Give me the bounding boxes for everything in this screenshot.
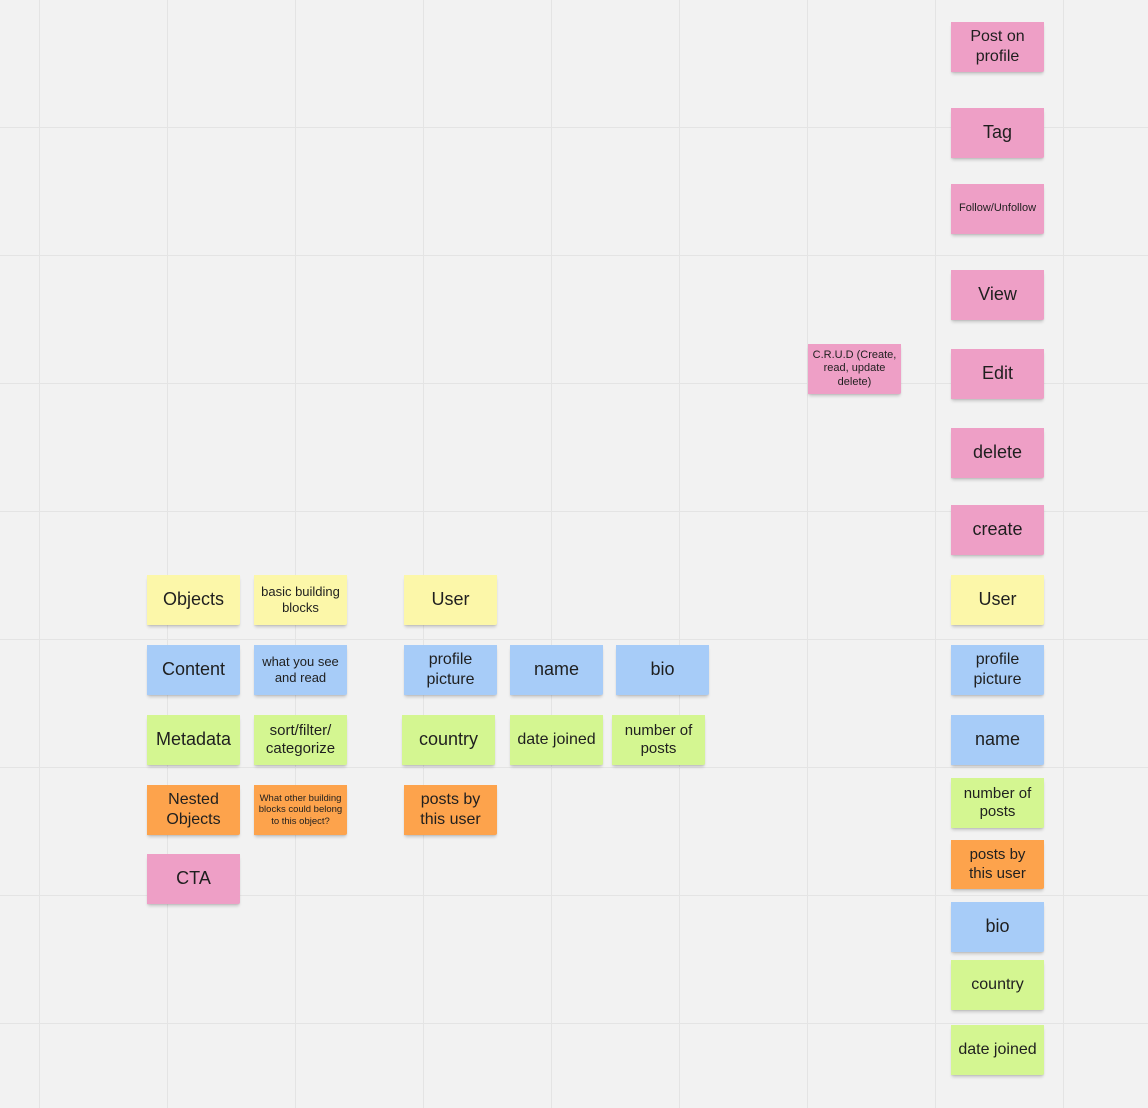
sticky-note-name[interactable]: name bbox=[510, 645, 603, 695]
sticky-note-bio-right[interactable]: bio bbox=[951, 902, 1044, 952]
sticky-note-text: name bbox=[974, 729, 1021, 750]
sticky-note-country[interactable]: country bbox=[402, 715, 495, 765]
sticky-note-text: Nested Objects bbox=[166, 791, 221, 828]
sticky-note-bio[interactable]: bio bbox=[616, 645, 709, 695]
sticky-note-what-you-see[interactable]: what you see and read bbox=[254, 645, 347, 695]
sticky-note-delete[interactable]: delete bbox=[951, 428, 1044, 478]
sticky-note-number-of-posts-right[interactable]: number of posts bbox=[951, 778, 1044, 828]
sticky-note-number-of-posts[interactable]: number of posts bbox=[612, 715, 705, 765]
sticky-note-posts-by-user[interactable]: posts by this user bbox=[404, 785, 497, 835]
sticky-note-text: country bbox=[971, 976, 1024, 994]
sticky-note-text: what you see and read bbox=[262, 654, 339, 685]
sticky-note-sort-filter[interactable]: sort/filter/ categorize bbox=[254, 715, 347, 765]
sticky-note-basic-building-blocks[interactable]: basic building blocks bbox=[254, 575, 347, 625]
sticky-note-what-other-blocks[interactable]: What other building blocks could belong … bbox=[254, 785, 347, 835]
sticky-note-text: number of posts bbox=[963, 784, 1032, 820]
sticky-note-text: basic building blocks bbox=[261, 584, 340, 615]
sticky-note-date-joined-right[interactable]: date joined bbox=[951, 1025, 1044, 1075]
sticky-note-edit[interactable]: Edit bbox=[951, 349, 1044, 399]
sticky-note-text: profile picture bbox=[973, 651, 1022, 688]
sticky-note-objects[interactable]: Objects bbox=[147, 575, 240, 625]
sticky-note-text: posts by this user bbox=[420, 791, 481, 828]
sticky-note-text: Follow/Unfollow bbox=[958, 202, 1037, 215]
sticky-note-create[interactable]: create bbox=[951, 505, 1044, 555]
sticky-note-text: Objects bbox=[162, 589, 225, 610]
sticky-note-text: Post on profile bbox=[970, 28, 1025, 65]
sticky-note-text: Tag bbox=[982, 122, 1013, 143]
sticky-note-post-on-profile[interactable]: Post on profile bbox=[951, 22, 1044, 72]
sticky-note-profile-picture[interactable]: profile picture bbox=[404, 645, 497, 695]
sticky-note-text: bio bbox=[985, 916, 1010, 937]
sticky-note-text: C.R.U.D (Create, read, update delete) bbox=[812, 348, 897, 388]
sticky-note-text: profile picture bbox=[426, 651, 475, 688]
sticky-note-text: View bbox=[978, 284, 1017, 305]
sticky-note-text: number of posts bbox=[624, 721, 693, 757]
sticky-note-text: name bbox=[533, 659, 580, 680]
sticky-note-text: CTA bbox=[176, 868, 211, 889]
sticky-note-text: delete bbox=[972, 442, 1023, 463]
sticky-note-name-right[interactable]: name bbox=[951, 715, 1044, 765]
sticky-note-tag[interactable]: Tag bbox=[951, 108, 1044, 158]
sticky-note-text: sort/filter/ categorize bbox=[265, 721, 336, 757]
sticky-note-text: User bbox=[978, 589, 1017, 610]
sticky-note-view[interactable]: View bbox=[951, 270, 1044, 320]
sticky-note-text: What other building blocks could belong … bbox=[258, 792, 343, 827]
sticky-note-text: Metadata bbox=[155, 729, 232, 750]
sticky-note-country-right[interactable]: country bbox=[951, 960, 1044, 1010]
sticky-note-profile-picture-right[interactable]: profile picture bbox=[951, 645, 1044, 695]
sticky-note-crud[interactable]: C.R.U.D (Create, read, update delete) bbox=[808, 344, 901, 394]
sticky-note-user-right[interactable]: User bbox=[951, 575, 1044, 625]
sticky-note-nested-objects[interactable]: Nested Objects bbox=[147, 785, 240, 835]
sticky-note-follow-unfollow[interactable]: Follow/Unfollow bbox=[951, 184, 1044, 234]
sticky-note-user[interactable]: User bbox=[404, 575, 497, 625]
sticky-note-text: date joined bbox=[958, 1041, 1037, 1059]
sticky-note-metadata[interactable]: Metadata bbox=[147, 715, 240, 765]
sticky-note-cta[interactable]: CTA bbox=[147, 854, 240, 904]
sticky-note-text: posts by this user bbox=[969, 846, 1026, 882]
sticky-note-text: User bbox=[431, 589, 470, 610]
sticky-note-date-joined[interactable]: date joined bbox=[510, 715, 603, 765]
sticky-note-text: bio bbox=[650, 659, 675, 680]
sticky-note-content[interactable]: Content bbox=[147, 645, 240, 695]
sticky-note-posts-by-user-right[interactable]: posts by this user bbox=[951, 840, 1044, 889]
sticky-note-text: date joined bbox=[517, 731, 596, 749]
sticky-note-text: country bbox=[418, 729, 479, 750]
sticky-note-text: Edit bbox=[981, 363, 1014, 384]
sticky-note-text: Content bbox=[161, 659, 226, 680]
sticky-note-text: create bbox=[972, 519, 1023, 540]
